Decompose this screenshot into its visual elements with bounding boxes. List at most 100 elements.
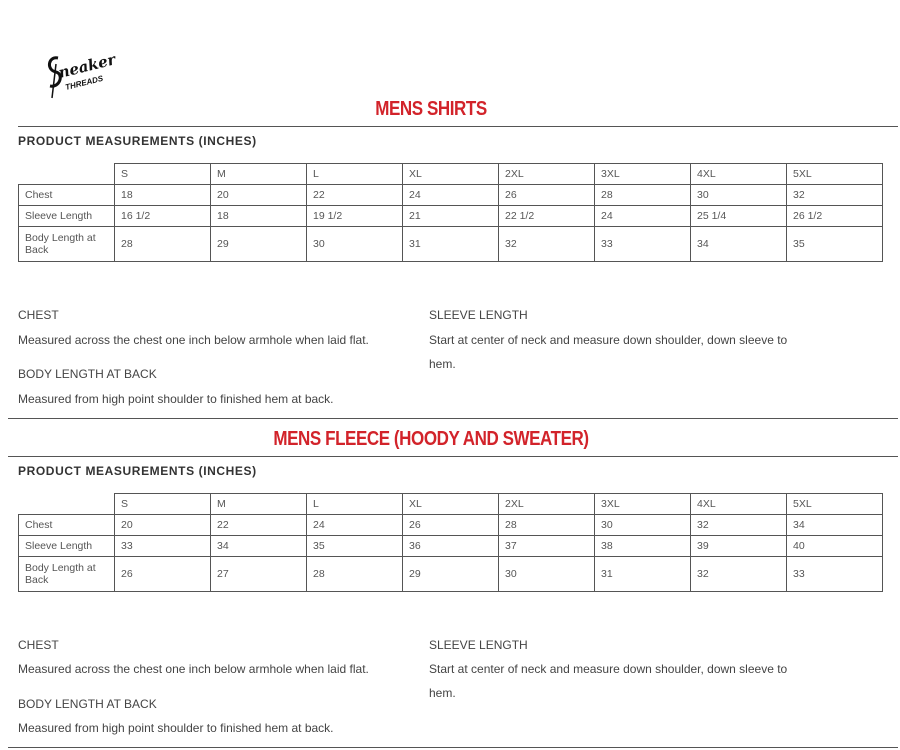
size-header: 2XL [498, 493, 595, 515]
size-header: 5XL [786, 493, 883, 515]
measurement-cell: 28 [498, 514, 595, 536]
measurement-cell: 26 [114, 556, 211, 592]
size-header-row: S M L XL 2XL 3XL 4XL 5XL [18, 163, 883, 185]
size-header: L [306, 493, 403, 515]
chest-heading: CHEST [18, 308, 59, 322]
sleeve-length-description: Start at center of neck and measure down… [429, 662, 788, 700]
measurement-cell: 29 [210, 226, 307, 262]
measurement-cell: 33 [786, 556, 883, 592]
measurements-subtitle: PRODUCT MEASUREMENTS (INCHES) [18, 464, 257, 478]
body-length-description: Measured from high point shoulder to fin… [18, 392, 334, 406]
table-row: Chest 20 22 24 26 28 30 32 34 [18, 514, 883, 536]
sneaker-threads-logo: neaker THREADS [44, 50, 118, 102]
section-title-shirts: MENS SHIRTS [375, 98, 487, 120]
measurement-cell: 22 [306, 184, 403, 206]
measurement-cell: 29 [402, 556, 499, 592]
divider [8, 418, 898, 419]
size-header: M [210, 163, 307, 185]
measurement-cell: 28 [114, 226, 211, 262]
table-row: Body Length at Back 28 29 30 31 32 33 34 35 [18, 226, 883, 262]
measurement-cell: 22 1/2 [498, 205, 595, 227]
row-label: Chest [18, 184, 115, 206]
measurement-cell: 33 [594, 226, 691, 262]
size-header: 3XL [594, 163, 691, 185]
measurement-cell: 26 [402, 514, 499, 536]
measurement-cell: 35 [786, 226, 883, 262]
corner-cell [18, 163, 115, 185]
chest-description: Measured across the chest one inch below… [18, 333, 369, 347]
measurement-cell: 30 [498, 556, 595, 592]
measurement-cell: 32 [786, 184, 883, 206]
measurement-cell: 30 [594, 514, 691, 536]
measurement-cell: 26 [498, 184, 595, 206]
measurement-cell: 38 [594, 535, 691, 557]
table-row: Body Length at Back 26 27 28 29 30 31 32 33 [18, 556, 883, 592]
measurement-cell: 22 [210, 514, 307, 536]
measurements-subtitle: PRODUCT MEASUREMENTS (INCHES) [18, 134, 257, 148]
size-header: 5XL [786, 163, 883, 185]
measurement-cell: 27 [210, 556, 307, 592]
size-header: 2XL [498, 163, 595, 185]
size-header: M [210, 493, 307, 515]
body-length-description: Measured from high point shoulder to fin… [18, 721, 334, 735]
measurement-cell: 35 [306, 535, 403, 557]
table-row: Chest 18 20 22 24 26 28 30 32 [18, 184, 883, 206]
size-header: XL [402, 493, 499, 515]
measurement-cell: 37 [498, 535, 595, 557]
measurement-cell: 24 [402, 184, 499, 206]
measurement-cell: 32 [498, 226, 595, 262]
measurement-cell: 39 [690, 535, 787, 557]
measurement-cell: 16 1/2 [114, 205, 211, 227]
size-header: 4XL [690, 163, 787, 185]
measurement-cell: 19 1/2 [306, 205, 403, 227]
table-row: Sleeve Length 33 34 35 36 37 38 39 40 [18, 535, 883, 557]
chest-heading: CHEST [18, 638, 59, 652]
shirts-size-table: S M L XL 2XL 3XL 4XL 5XL Chest 18 20 22 24 26 28 30 32 Sl… [18, 163, 883, 262]
row-label: Sleeve Length [18, 205, 115, 227]
measurement-cell: 31 [594, 556, 691, 592]
measurement-cell: 40 [786, 535, 883, 557]
measurement-cell: 33 [114, 535, 211, 557]
size-header: S [114, 493, 211, 515]
measurement-cell: 34 [786, 514, 883, 536]
measurement-cell: 24 [306, 514, 403, 536]
measurement-cell: 26 1/2 [786, 205, 883, 227]
measurement-cell: 30 [690, 184, 787, 206]
sleeve-length-heading: SLEEVE LENGTH [429, 638, 528, 652]
corner-cell [18, 493, 115, 515]
measurement-cell: 31 [402, 226, 499, 262]
chest-description: Measured across the chest one inch below… [18, 662, 369, 676]
measurement-cell: 25 1/4 [690, 205, 787, 227]
section-title-fleece: MENS FLEECE (HOODY AND SWEATER) [273, 428, 589, 450]
measurement-cell: 32 [690, 514, 787, 536]
row-label: Body Length at Back [18, 226, 115, 262]
divider [8, 456, 898, 457]
size-header-row: S M L XL 2XL 3XL 4XL 5XL [18, 493, 883, 515]
size-header: 4XL [690, 493, 787, 515]
row-label: Chest [18, 514, 115, 536]
measurement-cell: 28 [594, 184, 691, 206]
measurement-cell: 21 [402, 205, 499, 227]
measurement-cell: 30 [306, 226, 403, 262]
measurement-cell: 18 [114, 184, 211, 206]
measurement-cell: 34 [210, 535, 307, 557]
row-label: Body Length at Back [18, 556, 115, 592]
divider [8, 747, 898, 748]
fleece-size-table: S M L XL 2XL 3XL 4XL 5XL Chest 20 22 24 26 28 30 32 34 Sl… [18, 493, 883, 592]
row-label: Sleeve Length [18, 535, 115, 557]
sleeve-length-heading: SLEEVE LENGTH [429, 308, 528, 322]
measurement-cell: 36 [402, 535, 499, 557]
size-header: S [114, 163, 211, 185]
measurement-cell: 24 [594, 205, 691, 227]
sleeve-length-description: Start at center of neck and measure down… [429, 333, 788, 371]
divider [18, 126, 898, 127]
measurement-cell: 32 [690, 556, 787, 592]
measurement-cell: 20 [114, 514, 211, 536]
body-length-heading: BODY LENGTH AT BACK [18, 697, 157, 711]
body-length-heading: BODY LENGTH AT BACK [18, 367, 157, 381]
size-header: 3XL [594, 493, 691, 515]
measurement-cell: 18 [210, 205, 307, 227]
measurement-cell: 28 [306, 556, 403, 592]
table-row: Sleeve Length 16 1/2 18 19 1/2 21 22 1/2 24 25 … [18, 205, 883, 227]
